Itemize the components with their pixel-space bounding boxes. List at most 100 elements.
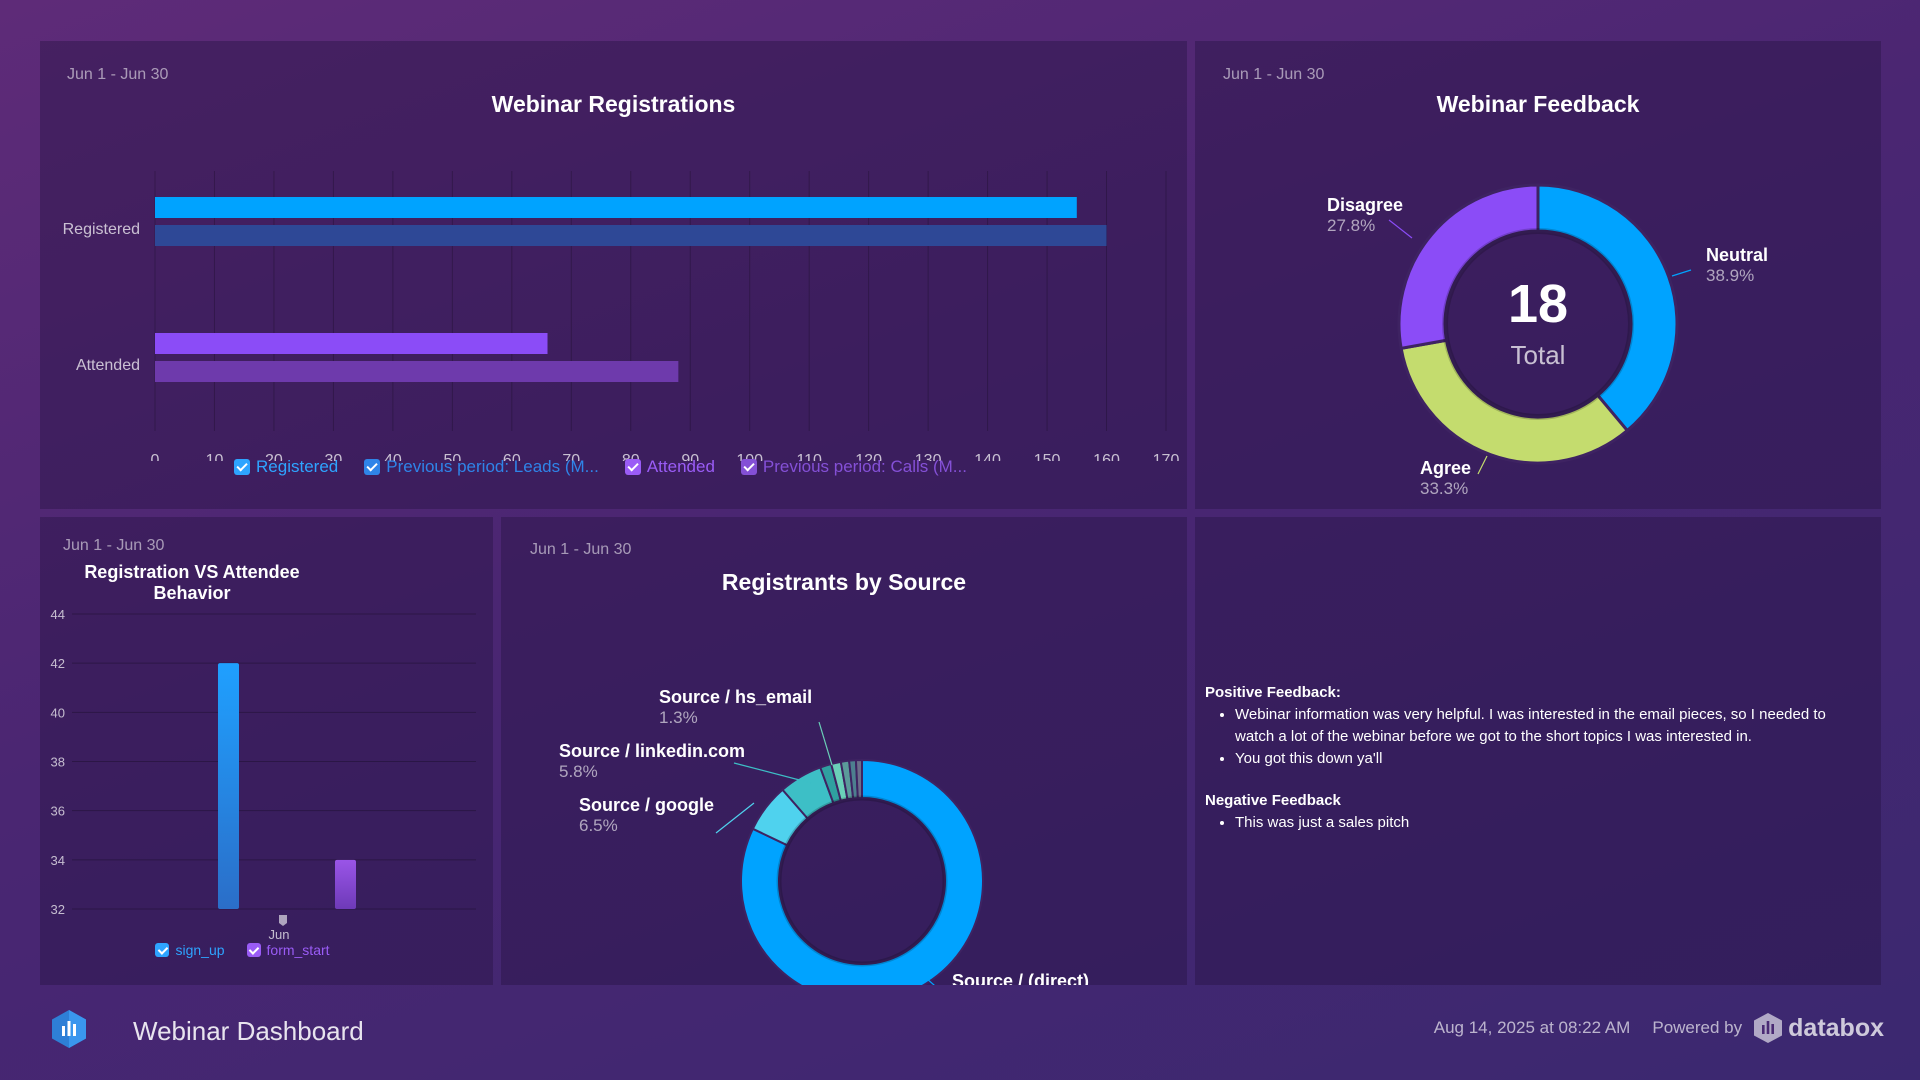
- positive-feedback-list: Webinar information was very helpful. I …: [1235, 704, 1865, 770]
- databox-brand[interactable]: databox: [1788, 1013, 1884, 1042]
- bar-registered[interactable]: [155, 197, 1077, 218]
- x-tick-label: 120: [855, 452, 882, 461]
- x-tick-label: 70: [562, 452, 580, 461]
- x-tick-label: 130: [915, 452, 942, 461]
- bar-attended[interactable]: [155, 333, 548, 354]
- legend-label: Previous period: Leads (M...: [386, 457, 599, 476]
- positive-feedback-heading: Positive Feedback:: [1205, 684, 1341, 701]
- x-tick-label: 80: [622, 452, 640, 461]
- donut-total-label: Total: [1511, 340, 1566, 370]
- slice-percent: 33.3%: [1420, 479, 1468, 498]
- slice-label: Source / google: [579, 795, 714, 815]
- donut-slice[interactable]: [740, 758, 984, 985]
- legend-item[interactable]: Previous period: Calls (M...: [740, 457, 967, 477]
- x-tick-label: 100: [736, 452, 763, 461]
- checkbox-icon[interactable]: [624, 459, 641, 475]
- slice-label: Disagree: [1327, 195, 1403, 215]
- date-range-label: Jun 1 - Jun 30: [63, 537, 165, 554]
- leader-line: [818, 721, 833, 766]
- slice-label: Source / hs_email: [659, 687, 812, 707]
- feedback-notes-panel: Positive Feedback: Webinar information w…: [1195, 517, 1881, 985]
- y-tick-label: 44: [51, 607, 65, 622]
- legend-label: form_start: [266, 942, 330, 958]
- feedback-item: This was just a sales pitch: [1235, 812, 1865, 834]
- legend-item[interactable]: Registered: [234, 457, 338, 477]
- date-range-label: Jun 1 - Jun 30: [1223, 66, 1325, 83]
- panel-title: Webinar Registrations: [491, 91, 736, 117]
- webinar-registrations-panel: Jun 1 - Jun 30 Webinar Registrations 0 10…: [40, 41, 1187, 509]
- y-tick-label: 32: [51, 902, 65, 917]
- panel-title: Registrants by Source: [721, 569, 967, 595]
- registrants-by-source-panel: Jun 1 - Jun 30 Registrants by Source Sou…: [501, 517, 1187, 985]
- registrations-bar-chart: 0 10 20 30 40 50 60 70 80 90 100 110 120 130 140 150 160…: [63, 171, 1180, 461]
- behavior-bar-chart: 32 34 36 38 40 42 44 Jun: [51, 607, 476, 942]
- y-tick-label: 36: [51, 804, 65, 819]
- x-tick-label: 150: [1034, 452, 1061, 461]
- date-range-label: Jun 1 - Jun 30: [67, 66, 169, 83]
- donut-slice-neutral[interactable]: [1536, 183, 1679, 433]
- x-tick-label: 160: [1093, 452, 1120, 461]
- donut-slice-agree[interactable]: [1399, 338, 1630, 465]
- x-tick-label: 0: [151, 452, 160, 461]
- panel-title: Registration VS Attendee Behavior: [84, 562, 300, 603]
- negative-feedback-list: This was just a sales pitch: [1235, 812, 1865, 834]
- y-tick-label: 42: [51, 656, 65, 671]
- legend-label: Attended: [646, 457, 715, 476]
- slice-label: Source / linkedin.com: [559, 741, 745, 761]
- webinar-feedback-panel: Jun 1 - Jun 30 Webinar Feedback 18 Total N…: [1195, 41, 1881, 509]
- date-range-label: Jun 1 - Jun 30: [530, 541, 632, 558]
- checkbox-icon[interactable]: [740, 459, 757, 475]
- leader-line: [1671, 269, 1692, 277]
- slice-label: Agree: [1420, 458, 1471, 478]
- x-tick-label: Jun: [269, 927, 290, 942]
- slice-percent: 38.9%: [1706, 266, 1754, 285]
- x-tick-label: 20: [265, 452, 283, 461]
- leader-line: [925, 977, 935, 985]
- registrations-legend: Registered Previous period: Leads (M... At…: [40, 457, 1187, 477]
- leader-line: [715, 802, 755, 834]
- negative-feedback-heading: Negative Feedback: [1205, 792, 1341, 809]
- slice-percent: 6.5%: [579, 816, 618, 835]
- footer-meta: Aug 14, 2025 at 08:22 AM Powered by data…: [1434, 1013, 1884, 1043]
- bar-previous-period-calls-m-[interactable]: [155, 361, 679, 382]
- x-tick-label: 50: [443, 452, 461, 461]
- behavior-panel: Jun 1 - Jun 30 Registration VS Attendee …: [40, 517, 493, 985]
- legend-item[interactable]: Attended: [624, 457, 715, 477]
- checkbox-icon[interactable]: [234, 459, 251, 475]
- donut-slice-disagree[interactable]: [1397, 183, 1540, 351]
- bar-sign-up[interactable]: [218, 663, 239, 909]
- date-marker-icon: [279, 915, 287, 926]
- y-tick-label: 40: [51, 705, 65, 720]
- bar-chart-logo-icon[interactable]: [52, 1010, 86, 1048]
- x-tick-label: 10: [206, 452, 224, 461]
- leader-line: [733, 762, 812, 784]
- x-tick-label: 140: [974, 452, 1001, 461]
- x-tick-label: 40: [384, 452, 402, 461]
- bar-form-start[interactable]: [335, 859, 356, 909]
- checkbox-icon[interactable]: [155, 943, 170, 957]
- dashboard-title: Webinar Dashboard: [133, 1016, 364, 1046]
- sources-donut-chart: Source / (direct)82.1%Source / google6.5…: [559, 687, 1089, 985]
- panel-title: Webinar Feedback: [1436, 91, 1640, 117]
- category-label: Attended: [76, 357, 140, 374]
- legend-label: sign_up: [175, 942, 225, 958]
- slice-percent: 1.3%: [659, 708, 698, 727]
- x-tick-label: 110: [796, 452, 822, 461]
- legend-label: Registered: [256, 457, 339, 476]
- legend-item[interactable]: sign_up: [155, 942, 225, 958]
- y-tick-label: 38: [51, 755, 65, 770]
- legend-label: Previous period: Calls (M...: [762, 457, 967, 476]
- legend-item[interactable]: Previous period: Leads (M...: [364, 457, 599, 477]
- powered-by-label: Powered by: [1652, 1018, 1743, 1037]
- checkbox-icon[interactable]: [364, 459, 381, 475]
- databox-logo-icon: [1754, 1013, 1783, 1043]
- bar-previous-period-leads-m-[interactable]: [155, 225, 1107, 246]
- slice-percent: 5.8%: [559, 762, 598, 781]
- checkbox-icon[interactable]: [246, 943, 261, 957]
- leader-line: [1388, 219, 1413, 239]
- donut-total-value: 18: [1508, 274, 1568, 334]
- legend-item[interactable]: form_start: [246, 942, 330, 958]
- x-tick-label: 170: [1153, 452, 1180, 461]
- donut-slice[interactable]: [854, 758, 863, 800]
- feedback-item: You got this down ya'll: [1235, 748, 1865, 770]
